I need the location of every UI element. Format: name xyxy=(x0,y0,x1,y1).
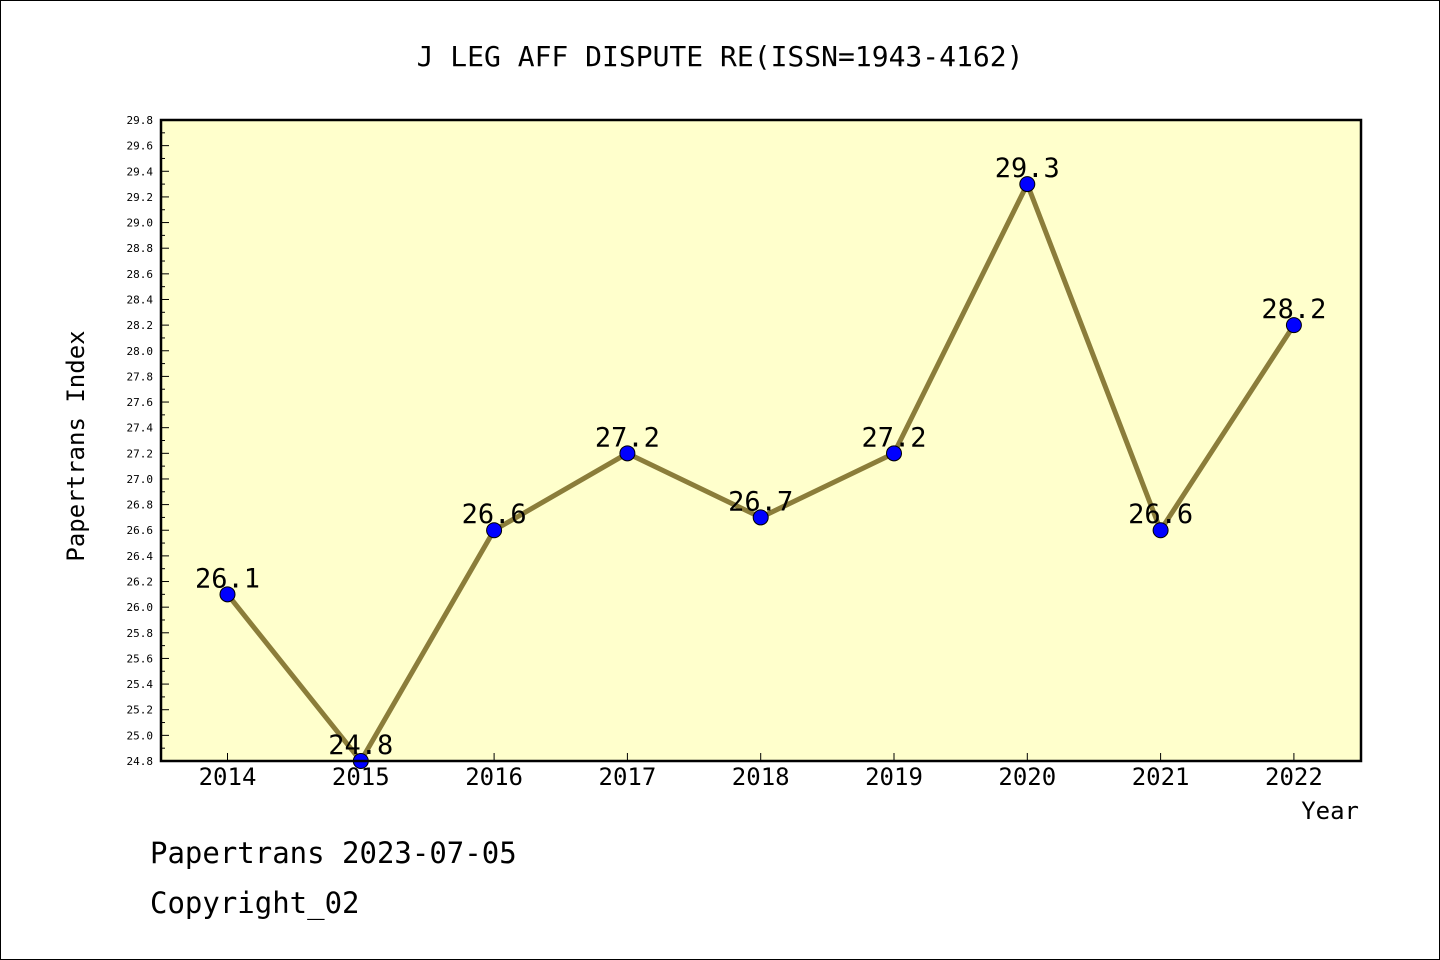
data-label: 28.2 xyxy=(1261,294,1326,325)
data-labels-group: 26.1 24.8 26.6 27.2 26.7 27.2 29.3 26.6 28.2 xyxy=(195,153,1326,761)
data-label: 26.6 xyxy=(462,499,527,530)
y-tick-label: 27.2 xyxy=(127,447,154,460)
y-tick-label: 27.4 xyxy=(127,422,154,435)
y-tick-label: 26.6 xyxy=(127,524,154,537)
y-tick-label: 26.0 xyxy=(127,601,154,614)
plot-border xyxy=(159,118,1363,763)
x-tick-label: 2021 xyxy=(1132,763,1190,791)
y-tick-label: 25.8 xyxy=(127,627,154,640)
data-point xyxy=(752,509,769,526)
data-label: 27.2 xyxy=(595,422,660,453)
y-tick-label: 25.0 xyxy=(127,729,154,742)
x-tick-label: 2016 xyxy=(465,763,523,791)
y-tick-label: 28.2 xyxy=(127,319,154,332)
plot-area xyxy=(161,120,1361,761)
data-label: 27.2 xyxy=(861,422,926,453)
y-tick-label: 25.4 xyxy=(127,678,154,691)
y-tick-label: 25.6 xyxy=(127,652,154,665)
x-tick-label: 2017 xyxy=(599,763,657,791)
data-point xyxy=(886,445,902,462)
data-label: 26.7 xyxy=(728,486,793,517)
x-tick-label: 2014 xyxy=(199,763,257,791)
data-label: 24.8 xyxy=(328,730,393,761)
y-tick-label: 29.8 xyxy=(127,114,154,127)
x-tick-label: 2022 xyxy=(1265,763,1323,791)
data-label: 26.1 xyxy=(195,563,260,594)
y-tick-label: 28.6 xyxy=(127,268,154,281)
data-point xyxy=(486,522,503,539)
y-axis-label: Papertrans Index xyxy=(62,330,90,561)
x-axis-label: Year xyxy=(1301,797,1359,825)
y-tick-label: 28.0 xyxy=(127,345,154,358)
y-tick-label: 28.8 xyxy=(127,242,154,255)
y-tick-label: 27.8 xyxy=(127,370,154,383)
y-tick-label: 28.4 xyxy=(127,293,154,306)
y-tick-label: 26.8 xyxy=(127,499,154,512)
y-tick-label: 29.6 xyxy=(127,140,154,153)
x-tick-label: 2019 xyxy=(865,763,923,791)
y-tick-label: 26.2 xyxy=(127,576,154,589)
x-tick-label: 2020 xyxy=(998,763,1056,791)
data-point xyxy=(619,445,636,462)
footer-date: Papertrans 2023-07-05 xyxy=(150,836,517,870)
x-tick-label: 2018 xyxy=(732,763,790,791)
y-axis: 24.8 25.0 25.2 25.4 25.6 25.8 26.0 26.2 26.4 26.6… xyxy=(127,114,169,768)
y-tick-label: 25.2 xyxy=(127,704,154,717)
chart-title: J LEG AFF DISPUTE RE(ISSN=1943-4162) xyxy=(417,40,1024,73)
data-point xyxy=(1152,522,1169,539)
data-point xyxy=(1285,317,1302,334)
y-tick-label: 26.4 xyxy=(127,550,154,563)
data-label: 26.6 xyxy=(1128,499,1193,530)
footer-copyright: Copyright_02 xyxy=(150,886,360,920)
y-tick-label: 29.4 xyxy=(127,165,154,178)
y-tick-label: 24.8 xyxy=(127,755,154,768)
data-point xyxy=(219,586,236,603)
data-label: 29.3 xyxy=(995,153,1060,184)
y-tick-label: 27.0 xyxy=(127,473,154,486)
data-point xyxy=(1019,176,1036,193)
y-tick-label: 29.2 xyxy=(127,191,154,204)
x-axis: 2014 2015 2016 2017 2018 2019 2020 2021 2022 xyxy=(199,753,1323,791)
y-tick-label: 29.0 xyxy=(127,217,154,230)
y-tick-label: 27.6 xyxy=(127,396,154,409)
